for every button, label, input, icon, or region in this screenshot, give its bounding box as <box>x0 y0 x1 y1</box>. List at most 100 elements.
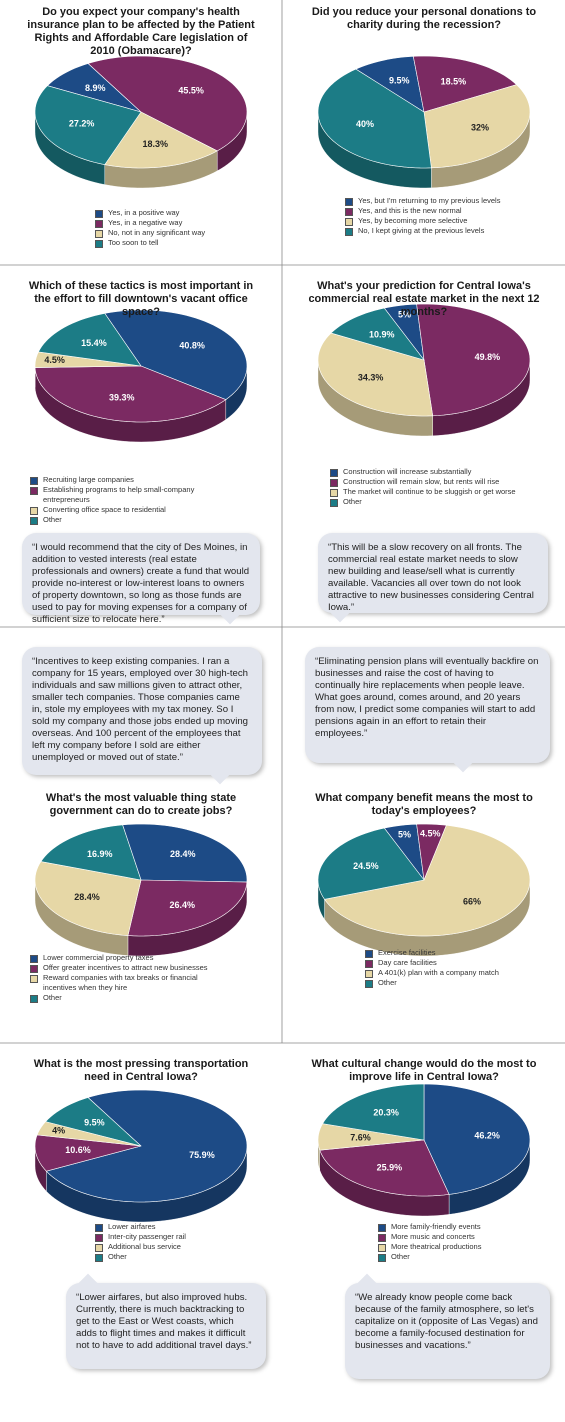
quote-box: “This will be a slow recovery on all fro… <box>318 533 548 623</box>
quote-box: “Eliminating pension plans will eventual… <box>305 647 550 773</box>
legend-item: No, not in any significant way <box>95 228 205 238</box>
slice <box>122 823 248 883</box>
slice-label: 18.3% <box>143 139 169 149</box>
slice <box>46 63 142 113</box>
legend: Yes, but I'm returning to my previous le… <box>345 196 500 236</box>
slice-label: 4% <box>52 1126 65 1136</box>
legend-swatch <box>30 507 38 515</box>
slice-label: 5% <box>398 830 411 840</box>
slice <box>412 55 518 113</box>
legend-item: More family-friendly events <box>378 1222 481 1232</box>
legend-item: Lower commercial property taxes <box>30 953 220 963</box>
slice <box>319 1139 450 1197</box>
slice <box>330 307 425 361</box>
legend-item: Exercise facilities <box>365 948 499 958</box>
legend-item: No, I kept giving at the previous levels <box>345 226 500 236</box>
chart-title: What's the most valuable thing state gov… <box>45 792 237 817</box>
legend-label: Reward companies with tax breaks or fina… <box>43 973 198 992</box>
slice <box>87 55 248 152</box>
legend-label: Lower airfares <box>108 1222 156 1231</box>
legend-swatch <box>345 198 353 206</box>
legend-item: Yes, in a positive way <box>95 208 205 218</box>
quote-box: “Incentives to keep existing companies. … <box>22 647 262 785</box>
legend-swatch <box>95 210 103 218</box>
legend-label: Other <box>43 515 62 524</box>
slice-label: 34.3% <box>358 373 384 383</box>
quote-box: “We already know people come back becaus… <box>345 1273 550 1379</box>
slice <box>34 85 142 165</box>
legend-swatch <box>378 1234 386 1242</box>
slice-label: 49.8% <box>475 352 501 362</box>
legend-label: Establishing programs to help small-comp… <box>43 485 195 504</box>
chart-title: What is the most pressing transportation… <box>33 1058 249 1083</box>
legend-item: More theatrical productions <box>378 1242 481 1252</box>
slice-label: 45.5% <box>178 86 204 96</box>
legend-label: Exercise facilities <box>378 948 436 957</box>
slice-label: 27.2% <box>69 118 95 128</box>
legend-item: Other <box>30 993 220 1003</box>
legend-item: Yes, but I'm returning to my previous le… <box>345 196 500 206</box>
slice-label: 24.5% <box>353 861 379 871</box>
legend-swatch <box>345 228 353 236</box>
legend-label: Yes, but I'm returning to my previous le… <box>358 196 501 205</box>
legend-item: Lower airfares <box>95 1222 186 1232</box>
legend-label: Additional bus service <box>108 1242 181 1251</box>
chart-title: Which of these tactics is most important… <box>28 280 254 318</box>
legend-item: Establishing programs to help small-comp… <box>30 485 220 505</box>
slice-label: 15.4% <box>81 338 107 348</box>
legend-swatch <box>30 975 38 983</box>
slice-label: 20.3% <box>373 1107 399 1117</box>
legend-swatch <box>95 230 103 238</box>
legend-swatch <box>30 965 38 973</box>
legend-swatch <box>30 955 38 963</box>
legend: Recruiting large companies Establishing p… <box>30 475 220 525</box>
slice <box>127 879 248 937</box>
chart-title: Do you expect your company's health insu… <box>27 6 255 57</box>
legend-item: Other <box>378 1252 481 1262</box>
legend-swatch <box>30 477 38 485</box>
slice <box>45 1089 248 1203</box>
legend-swatch <box>365 950 373 958</box>
legend-swatch <box>330 489 338 497</box>
legend: Construction will increase substantially… <box>330 467 516 507</box>
quote-box: “I would recommend that the city of Des … <box>22 533 260 625</box>
chart-title: What cultural change would do the most t… <box>311 1058 537 1083</box>
legend-item: The market will continue to be sluggish … <box>330 487 516 497</box>
slice <box>317 332 434 417</box>
legend-label: Offer greater incentives to attract new … <box>43 963 208 972</box>
legend-label: Converting office space to residential <box>43 505 166 514</box>
legend-swatch <box>345 218 353 226</box>
legend-swatch <box>378 1224 386 1232</box>
legend-swatch <box>365 980 373 988</box>
legend-item: Construction will increase substantially <box>330 467 516 477</box>
slice-label: 7.6% <box>350 1132 371 1142</box>
legend-label: No, I kept giving at the previous levels <box>358 226 485 235</box>
legend-item: Yes, in a negative way <box>95 218 205 228</box>
slice-label: 10.9% <box>369 329 395 339</box>
legend-swatch <box>345 208 353 216</box>
legend-item: Inter-city passenger rail <box>95 1232 186 1242</box>
legend-label: More family-friendly events <box>391 1222 481 1231</box>
slice <box>40 824 142 881</box>
slice <box>383 823 425 882</box>
legend-label: Other <box>391 1252 410 1261</box>
slice <box>34 861 142 936</box>
legend: Exercise facilities Day care facilities A … <box>365 948 499 988</box>
slice-label: 75.9% <box>189 1150 215 1160</box>
slice-label: 5% <box>398 310 411 320</box>
slice-label: 4.5% <box>420 829 441 839</box>
slice <box>423 1083 531 1195</box>
legend-label: A 401(k) plan with a company match <box>378 968 499 977</box>
chart-title: Did you reduce your personal donations t… <box>311 6 537 31</box>
slice <box>37 313 142 367</box>
legend-label: Other <box>343 497 362 506</box>
chart-title: What's your prediction for Central Iowa'… <box>308 280 540 318</box>
legend-item: Too soon to tell <box>95 238 205 248</box>
slice-label: 46.2% <box>474 1130 500 1140</box>
legend-label: Other <box>378 978 397 987</box>
legend-swatch <box>330 499 338 507</box>
legend-label: No, not in any significant way <box>108 228 206 237</box>
slice-label: 40.8% <box>179 340 205 350</box>
